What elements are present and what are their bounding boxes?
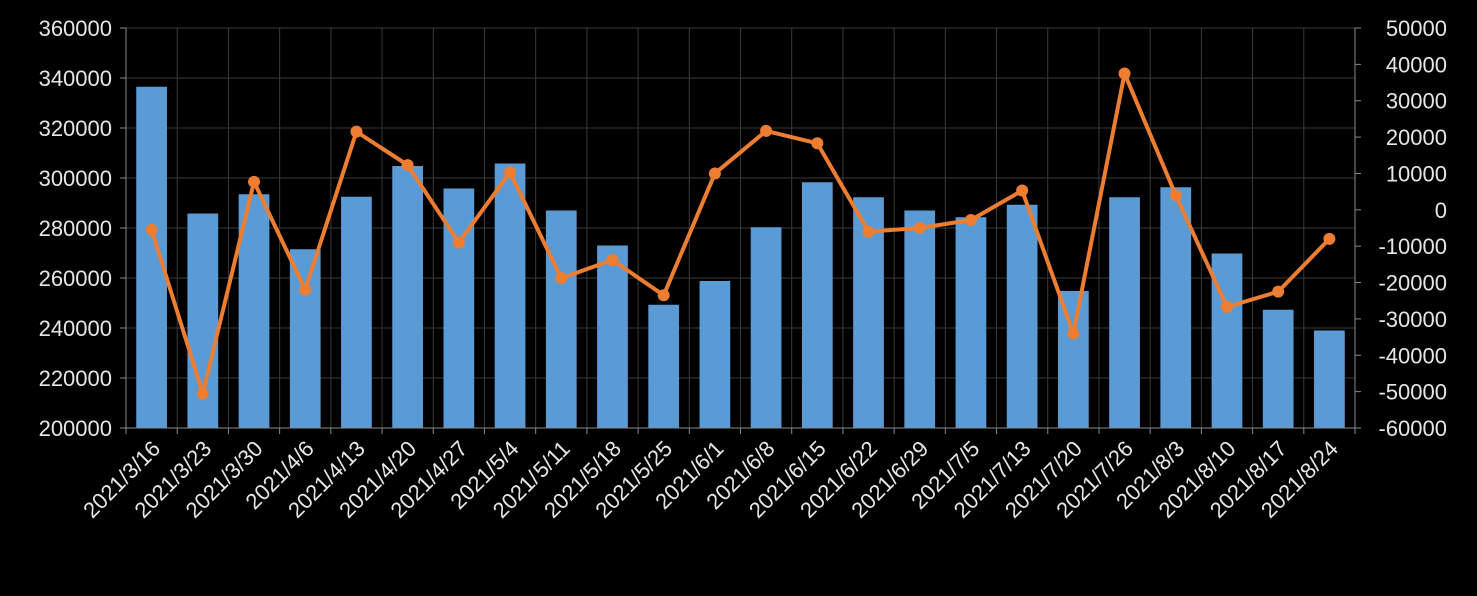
line-point bbox=[1323, 232, 1336, 245]
right-axis-tick-label: -50000 bbox=[1378, 380, 1447, 405]
left-axis-tick-labels: 200000 220000 240000 260000 280000 300000 3200… bbox=[39, 16, 112, 441]
left-axis-tick-label: 240000 bbox=[39, 316, 112, 341]
right-axis-tick-label: 50000 bbox=[1386, 16, 1447, 41]
right-axis-tick-label: 40000 bbox=[1386, 52, 1447, 77]
line-point bbox=[401, 159, 414, 172]
gridlines bbox=[126, 27, 1356, 428]
bar bbox=[1057, 291, 1089, 428]
line-point bbox=[1272, 285, 1285, 298]
bar bbox=[341, 196, 372, 428]
bar bbox=[1006, 204, 1038, 428]
right-axis-tick-label: 20000 bbox=[1386, 125, 1447, 150]
bar-series bbox=[136, 86, 1345, 428]
line-point bbox=[1118, 67, 1131, 80]
left-axis-tick-label: 220000 bbox=[39, 366, 112, 391]
left-axis-tick-label: 340000 bbox=[39, 66, 112, 91]
right-axis-tick-labels: -60000 -50000 -40000 -30000 -20000 -10000 0 100… bbox=[1378, 16, 1447, 441]
bar bbox=[699, 281, 731, 428]
bar bbox=[289, 249, 321, 428]
bar bbox=[1262, 309, 1294, 428]
left-axis-tick-label: 200000 bbox=[39, 416, 112, 441]
bar bbox=[494, 163, 526, 428]
right-axis-tick-label: -10000 bbox=[1378, 234, 1447, 259]
axes bbox=[120, 27, 1361, 434]
bar bbox=[904, 210, 936, 428]
right-axis-tick-label: 0 bbox=[1435, 198, 1447, 223]
bar bbox=[750, 227, 782, 428]
bar bbox=[1314, 330, 1345, 428]
right-axis-tick-label: -40000 bbox=[1378, 343, 1447, 368]
left-axis-tick-label: 260000 bbox=[39, 266, 112, 291]
line-point bbox=[811, 137, 824, 150]
bar bbox=[392, 166, 424, 428]
line-point bbox=[1016, 184, 1029, 197]
line-point bbox=[145, 223, 158, 236]
bar bbox=[1109, 197, 1140, 428]
line-point bbox=[964, 214, 977, 226]
line-series bbox=[145, 67, 1336, 400]
line-point bbox=[299, 283, 312, 296]
line-point bbox=[555, 272, 568, 285]
line-point bbox=[1220, 300, 1233, 313]
bar bbox=[597, 245, 628, 428]
line-point bbox=[196, 387, 209, 400]
left-axis-tick-label: 320000 bbox=[39, 116, 112, 141]
line-point bbox=[1169, 189, 1182, 202]
line-point bbox=[862, 225, 875, 238]
x-axis-tick-labels: 2021/3/162021/3/232021/3/302021/4/62021/… bbox=[78, 436, 1343, 523]
bar bbox=[1160, 187, 1192, 428]
line-point bbox=[657, 289, 670, 302]
bar bbox=[955, 217, 987, 428]
line-point bbox=[504, 166, 517, 179]
right-axis-tick-label: 10000 bbox=[1386, 161, 1447, 186]
right-axis-tick-label: 30000 bbox=[1386, 89, 1447, 114]
bar bbox=[648, 304, 680, 428]
bar bbox=[136, 86, 167, 428]
bar bbox=[238, 194, 270, 428]
left-axis-tick-label: 300000 bbox=[39, 166, 112, 191]
line-point bbox=[1067, 327, 1080, 340]
left-axis-tick-label: 360000 bbox=[39, 16, 112, 41]
right-axis-tick-label: -20000 bbox=[1378, 271, 1447, 296]
left-axis-tick-label: 280000 bbox=[39, 216, 112, 241]
bar bbox=[545, 210, 577, 428]
line-point bbox=[760, 124, 773, 137]
right-axis-tick-label: -60000 bbox=[1378, 416, 1447, 441]
line-point bbox=[708, 167, 721, 180]
right-axis-tick-label: -30000 bbox=[1378, 307, 1447, 332]
line-point bbox=[913, 222, 926, 234]
line-point bbox=[248, 175, 261, 188]
bar bbox=[801, 182, 833, 428]
line-point bbox=[350, 125, 363, 138]
line-path bbox=[149, 71, 1331, 396]
line-point bbox=[452, 236, 465, 249]
line-point bbox=[606, 254, 619, 266]
